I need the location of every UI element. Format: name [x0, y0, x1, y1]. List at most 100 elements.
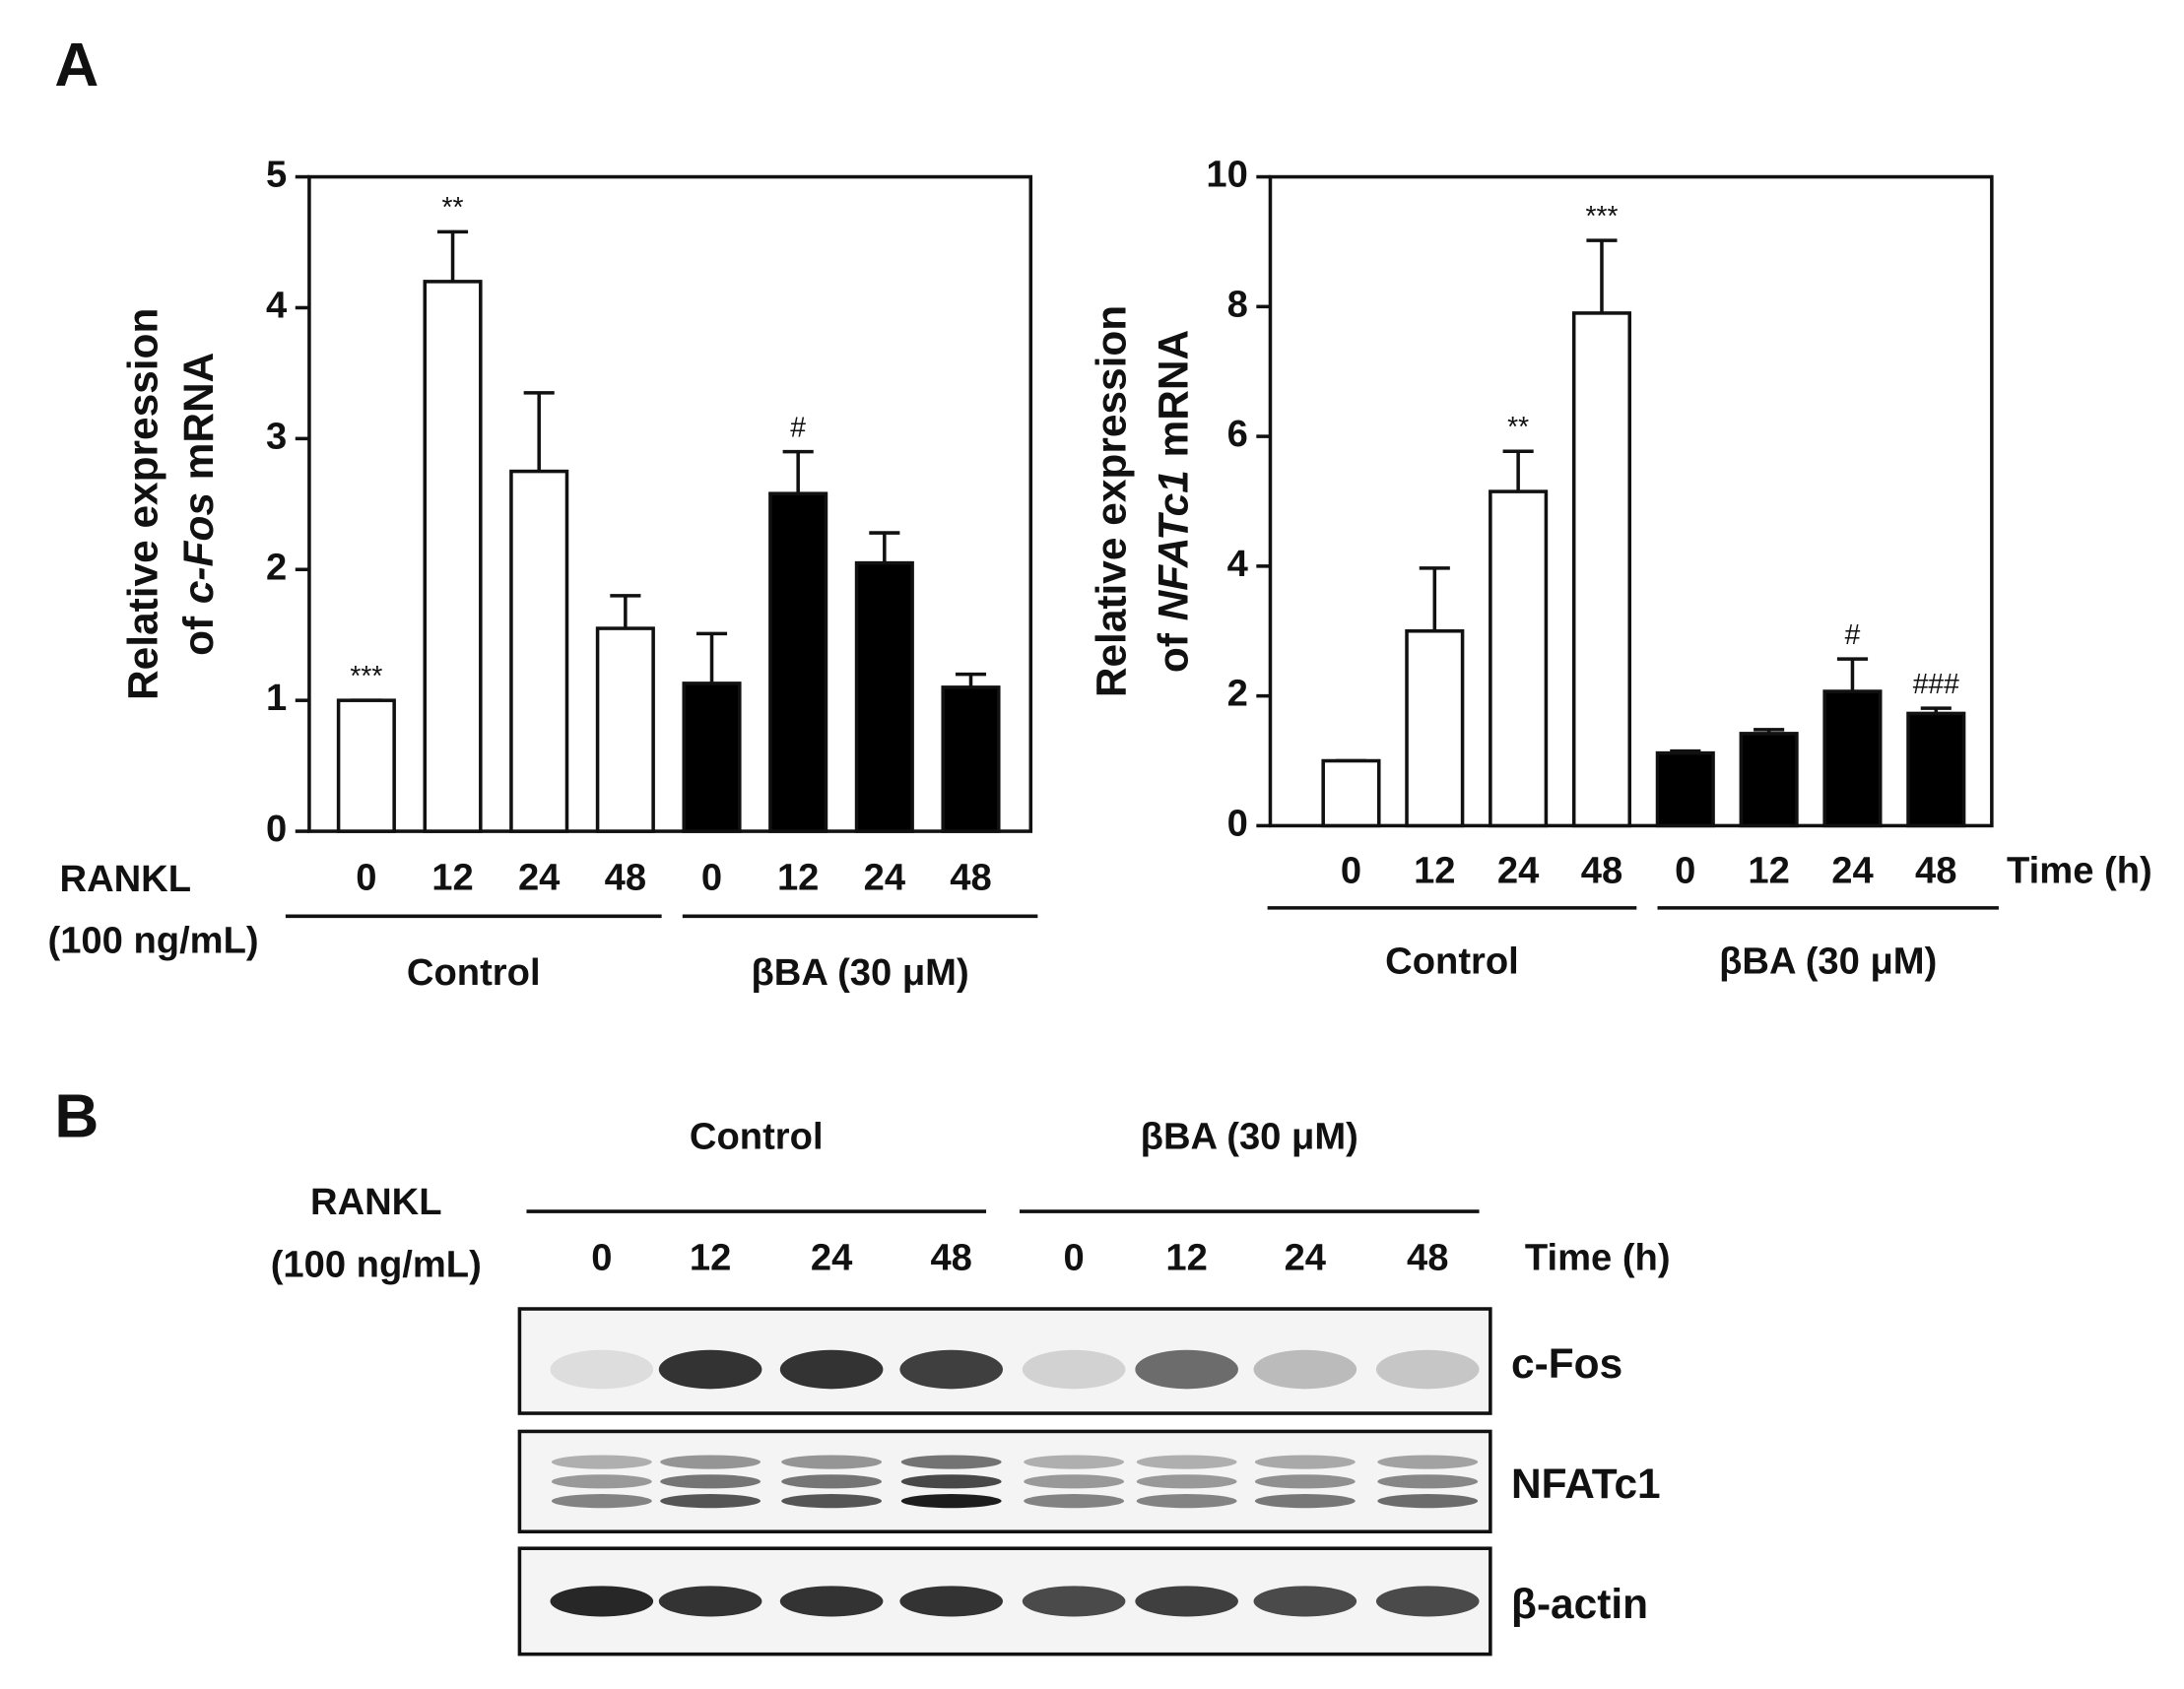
blot-band [1377, 1455, 1479, 1469]
blot-band [779, 1349, 884, 1390]
blot-band [1254, 1474, 1356, 1489]
lane-label: 48 [1407, 1237, 1448, 1279]
blot-band [658, 1586, 762, 1617]
lane-label: 12 [1165, 1237, 1207, 1279]
group-label: βBA (30 μM) [1719, 940, 1937, 982]
blot-band [779, 1586, 884, 1617]
x-tick-label: 0 [356, 857, 376, 899]
significance-label: # [790, 412, 806, 443]
blot-band [900, 1455, 1002, 1469]
y-axis-label: Relative expression [1088, 305, 1134, 697]
y-axis-label: of c-Fos mRNA [175, 353, 222, 656]
blot-band [660, 1455, 761, 1469]
bar [1405, 628, 1465, 828]
x-tick-label: 12 [1748, 850, 1789, 892]
protein-label: NFATc1 [1511, 1461, 1661, 1507]
group-label: Control [407, 951, 541, 994]
x-tick-label: 0 [1675, 850, 1695, 892]
blot-band [1022, 1586, 1126, 1617]
y-tick-label: 10 [1206, 154, 1247, 196]
significance-label: ** [442, 191, 464, 223]
blot-band [781, 1455, 883, 1469]
time-label: Time (h) [1525, 1237, 1671, 1279]
bar [1822, 689, 1883, 828]
group-label: Control [1385, 940, 1519, 982]
row-label: (100 ng/mL) [271, 1244, 482, 1286]
bar [941, 685, 1001, 833]
bar [1739, 732, 1799, 828]
x-tick-label: 48 [1915, 850, 1956, 892]
blot-band [551, 1455, 652, 1469]
y-axis-label-part: c-Fos [175, 492, 222, 604]
blot-band [781, 1474, 883, 1489]
significance-label: ### [1913, 668, 1959, 699]
panel-label: A [54, 32, 99, 99]
y-axis-label: of NFATc1 mRNA [1151, 330, 1197, 673]
x-tick-label: 12 [777, 857, 819, 899]
blot-band [1135, 1586, 1238, 1617]
y-tick-label: 0 [1227, 802, 1248, 844]
significance-label: *** [1585, 200, 1618, 231]
x-tick-label: 24 [864, 857, 906, 899]
protein-label: β-actin [1511, 1581, 1648, 1627]
bar [768, 491, 828, 833]
blot-band [1254, 1455, 1356, 1469]
bar [423, 280, 483, 833]
blot-band [551, 1494, 652, 1509]
x-tick-label: 48 [605, 857, 646, 899]
x-tick-label: 24 [1831, 850, 1874, 892]
lane-label: 0 [1064, 1237, 1085, 1279]
y-axis-label: Relative expression [120, 308, 166, 700]
blot-band [1135, 1349, 1238, 1390]
y-axis-label-part: of [175, 616, 222, 656]
bar [509, 469, 569, 833]
group-label: βBA (30 μM) [752, 951, 969, 994]
blot-band [781, 1494, 883, 1509]
blot-group-label: Control [690, 1116, 824, 1158]
y-tick-label: 3 [266, 415, 287, 457]
blot-band [1024, 1474, 1125, 1489]
blot-band [1375, 1349, 1480, 1390]
blot-band [660, 1474, 761, 1489]
blot-band [899, 1349, 1004, 1390]
x-unit-label: Time (h) [2007, 850, 2152, 892]
y-axis-label-part: of [1151, 632, 1197, 673]
y-tick-label: 2 [1227, 673, 1248, 715]
x-tick-label: 24 [1497, 850, 1540, 892]
lane-label: 0 [591, 1237, 612, 1279]
bar [854, 560, 914, 833]
significance-label: # [1845, 618, 1861, 650]
lane-label: 12 [690, 1237, 731, 1279]
blot-band [1375, 1586, 1480, 1617]
bar [1655, 750, 1715, 828]
blot-band [1253, 1349, 1357, 1390]
x-tick-label: 12 [1414, 850, 1455, 892]
x-tick-label: 12 [431, 857, 473, 899]
lane-label: 48 [930, 1237, 971, 1279]
blot-band [1024, 1494, 1125, 1509]
blot-band [660, 1494, 761, 1509]
row-label: (100 ng/mL) [47, 919, 258, 961]
panel-label: B [54, 1083, 99, 1151]
y-tick-label: 8 [1227, 283, 1248, 325]
bar [595, 626, 655, 833]
significance-label: *** [350, 660, 382, 691]
blot-band [1136, 1474, 1237, 1489]
x-tick-label: 24 [518, 857, 561, 899]
bar [1321, 758, 1381, 828]
lane-label: 24 [1285, 1237, 1327, 1279]
y-tick-label: 5 [266, 154, 287, 196]
bar [1906, 711, 1966, 828]
bar [336, 698, 396, 833]
y-tick-label: 0 [266, 808, 287, 850]
bar [1489, 489, 1549, 828]
blot-group-label: βBA (30 μM) [1141, 1116, 1358, 1158]
y-tick-label: 2 [266, 546, 287, 588]
x-tick-label: 0 [701, 857, 722, 899]
blot-band [1253, 1586, 1357, 1617]
y-axis-label-part: mRNA [175, 353, 222, 481]
blot-band [1136, 1494, 1237, 1509]
bar [1571, 311, 1632, 828]
bar [682, 682, 742, 833]
